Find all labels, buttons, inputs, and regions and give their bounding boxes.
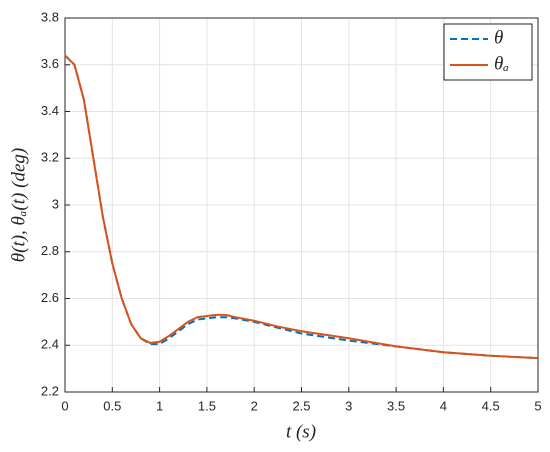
x-tick-label: 3 xyxy=(345,398,352,413)
line xyxy=(64,54,539,360)
x-tick-label: 2.5 xyxy=(292,398,310,413)
y-tick-label: 3.8 xyxy=(41,9,59,24)
y-tick-label: 2.6 xyxy=(41,290,59,305)
x-tick-label: 2 xyxy=(251,398,258,413)
plot-frame xyxy=(64,17,539,393)
line xyxy=(64,54,539,360)
y-tick-label: 3.2 xyxy=(41,150,59,165)
x-tick-label: 4.5 xyxy=(482,398,500,413)
y-tick-label: 3.6 xyxy=(41,56,59,71)
x-tick-label: 5 xyxy=(534,398,541,413)
x-tick-label: 4 xyxy=(440,398,447,413)
x-axis-label: t (s) xyxy=(286,421,316,442)
y-axis-label: θ(t), θₐ(t) (deg) xyxy=(8,148,29,262)
y-tick-label: 2.2 xyxy=(41,383,59,398)
y-tick-label: 3.4 xyxy=(41,103,59,118)
y-tick-label: 3 xyxy=(52,196,59,211)
y-tick-label: 2.4 xyxy=(41,337,59,352)
x-tick-label: 3.5 xyxy=(387,398,405,413)
y-tick-label: 2.8 xyxy=(41,243,59,258)
x-tick-label: 0 xyxy=(61,398,68,413)
legend-label: θ xyxy=(494,27,503,48)
x-tick-label: 0.5 xyxy=(103,398,121,413)
x-tick-label: 1.5 xyxy=(198,398,216,413)
legend-label: θₐ xyxy=(494,53,509,74)
legend-box xyxy=(443,23,533,81)
x-tick-label: 1 xyxy=(156,398,163,413)
